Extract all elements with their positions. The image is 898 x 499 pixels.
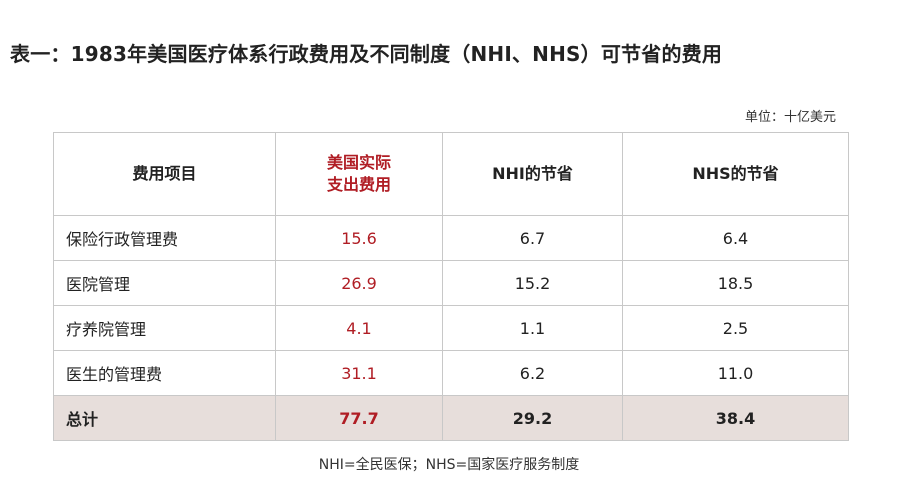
table-header-row: 费用项目 美国实际 支出费用 NHI的节省 NHS的节省 xyxy=(53,132,849,216)
row-nhs: 18.5 xyxy=(622,260,849,306)
table-title: 表一：1983年美国医疗体系行政费用及不同制度（NHI、NHS）可节省的费用 xyxy=(10,42,723,66)
admin-cost-table: 费用项目 美国实际 支出费用 NHI的节省 NHS的节省 保险行政管理费 15.… xyxy=(53,132,849,441)
row-nhi: 6.7 xyxy=(442,215,623,261)
row-nhi: 15.2 xyxy=(442,260,623,306)
row-nhi: 6.2 xyxy=(442,350,623,396)
footnote: NHI=全民医保；NHS=国家医疗服务制度 xyxy=(318,457,580,473)
header-item: 费用项目 xyxy=(53,132,276,216)
row-actual: 4.1 xyxy=(275,305,443,351)
header-nhi: NHI的节省 xyxy=(442,132,623,216)
total-nhi: 29.2 xyxy=(442,395,623,441)
header-actual-line2: 支出费用 xyxy=(326,175,391,194)
row-nhs: 2.5 xyxy=(622,305,849,351)
total-actual: 77.7 xyxy=(275,395,443,441)
total-row: 总计 77.7 29.2 38.4 xyxy=(53,395,849,441)
row-item: 医院管理 xyxy=(53,260,276,306)
header-actual-line1: 美国实际 xyxy=(326,153,391,172)
row-item: 保险行政管理费 xyxy=(53,215,276,261)
table-row: 疗养院管理 4.1 1.1 2.5 xyxy=(53,305,849,351)
total-label: 总计 xyxy=(53,395,276,441)
row-nhi: 1.1 xyxy=(442,305,623,351)
unit-note: 单位：十亿美元 xyxy=(744,110,836,125)
header-nhs: NHS的节省 xyxy=(622,132,849,216)
row-item: 疗养院管理 xyxy=(53,305,276,351)
total-nhs: 38.4 xyxy=(622,395,849,441)
row-nhs: 11.0 xyxy=(622,350,849,396)
table-row: 医生的管理费 31.1 6.2 11.0 xyxy=(53,350,849,396)
row-actual: 26.9 xyxy=(275,260,443,306)
row-actual: 31.1 xyxy=(275,350,443,396)
table-row: 保险行政管理费 15.6 6.7 6.4 xyxy=(53,215,849,261)
header-actual: 美国实际 支出费用 xyxy=(275,132,443,216)
row-item: 医生的管理费 xyxy=(53,350,276,396)
table-row: 医院管理 26.9 15.2 18.5 xyxy=(53,260,849,306)
row-nhs: 6.4 xyxy=(622,215,849,261)
row-actual: 15.6 xyxy=(275,215,443,261)
